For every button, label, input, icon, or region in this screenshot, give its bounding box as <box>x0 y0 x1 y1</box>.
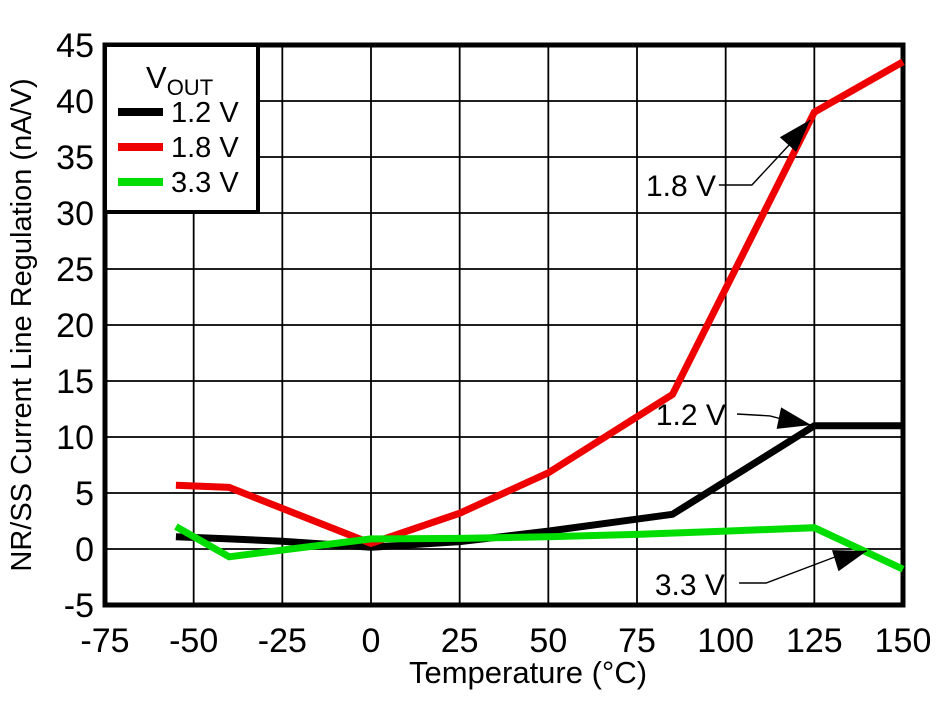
y-tick-label: 0 <box>75 531 94 569</box>
annotation-arrowhead <box>832 550 867 572</box>
x-axis-title: Temperature (°C) <box>409 655 647 690</box>
y-tick-label: 35 <box>56 139 94 177</box>
x-tick-label: 50 <box>529 622 567 660</box>
annotations: 1.8 V 1.2 V 3.3 V <box>646 119 867 602</box>
y-axis-title: NR/SS Current Line Regulation (nA/V) <box>6 78 38 571</box>
series-line-1-8-v <box>175 58 905 548</box>
annotation-label: 1.8 V <box>646 170 716 203</box>
x-tick-labels: -75 -50 -25 0 25 50 75 100 125 150 <box>80 622 931 660</box>
legend-label: 1.8 V <box>171 132 239 164</box>
x-tick-label: -50 <box>169 622 218 660</box>
y-tick-label: 40 <box>56 83 94 121</box>
annotation-label: 3.3 V <box>655 569 725 602</box>
series-lines <box>174 58 905 573</box>
x-tick-label: 100 <box>697 622 754 660</box>
x-tick-label: 150 <box>875 622 932 660</box>
x-tick-label: 0 <box>362 622 381 660</box>
y-tick-label: 15 <box>56 363 94 401</box>
x-tick-label: -75 <box>80 622 129 660</box>
series-line-3-3-v <box>174 523 905 573</box>
legend-label: 3.3 V <box>171 167 239 199</box>
y-tick-label: 5 <box>75 475 94 513</box>
legend-label: 1.2 V <box>171 97 239 129</box>
y-tick-label: 10 <box>56 419 94 457</box>
x-tick-label: 25 <box>441 622 479 660</box>
x-tick-label: -25 <box>258 622 307 660</box>
y-tick-labels: -5 0 5 10 15 20 25 30 35 40 45 <box>56 27 94 625</box>
annotation-arrowhead <box>779 120 811 152</box>
x-tick-label: 125 <box>786 622 843 660</box>
y-tick-label: 30 <box>56 195 94 233</box>
legend-box <box>103 43 260 214</box>
plot-border <box>102 42 906 608</box>
y-tick-label: -5 <box>64 587 94 625</box>
annotation-label: 1.2 V <box>656 399 726 432</box>
y-tick-label: 20 <box>56 307 94 345</box>
gridlines <box>105 45 903 605</box>
annotation-arrowhead <box>776 407 812 429</box>
y-tick-label: 25 <box>56 251 94 289</box>
y-tick-label: 45 <box>56 27 94 65</box>
x-tick-label: 75 <box>618 622 656 660</box>
